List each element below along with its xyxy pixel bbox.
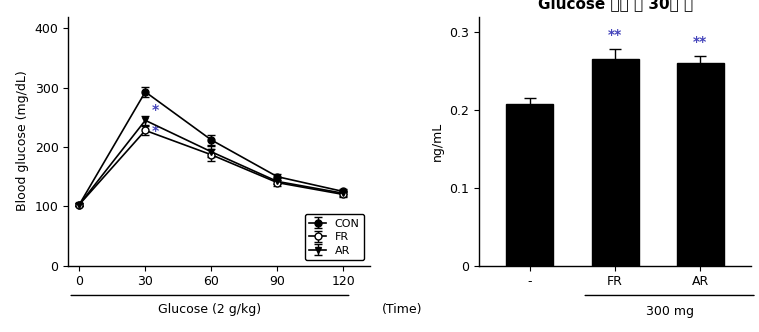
Text: (Time): (Time) [382, 303, 422, 316]
Bar [506, 104, 553, 266]
Text: Glucose (2 g/kg): Glucose (2 g/kg) [159, 303, 262, 316]
Title: Glucose 투여 후 30분 후: Glucose 투여 후 30분 후 [537, 0, 693, 11]
Bar [677, 63, 724, 266]
Legend: CON, FR, AR: CON, FR, AR [305, 214, 364, 260]
Bar [592, 59, 638, 266]
Text: 300 mg: 300 mg [646, 305, 694, 318]
Y-axis label: Blood glucose (mg/dL): Blood glucose (mg/dL) [16, 71, 29, 211]
Text: **: ** [693, 35, 707, 48]
Text: *: * [152, 124, 159, 138]
Text: **: ** [608, 28, 622, 42]
Text: *: * [152, 103, 159, 118]
Y-axis label: ng/mL: ng/mL [430, 122, 443, 161]
